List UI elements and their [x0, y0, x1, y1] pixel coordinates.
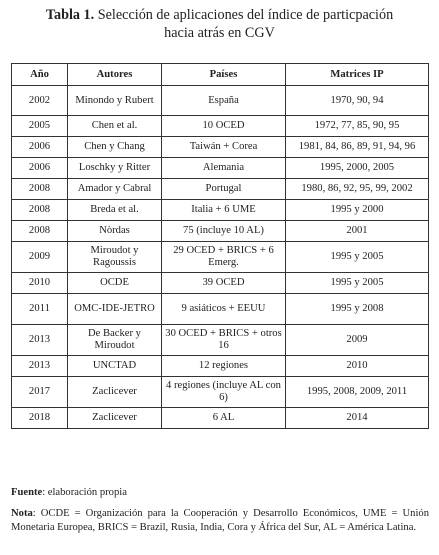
cell-year: 2013 — [11, 324, 68, 356]
cell-authors: Zaclicever — [67, 407, 162, 429]
cell-year: 2005 — [11, 115, 68, 137]
cell-countries: Alemania — [161, 157, 286, 179]
note-text: : OCDE = Organización para la Cooperació… — [11, 508, 429, 533]
cell-authors: OCDE — [67, 272, 162, 294]
cell-countries: 75 (incluye 10 AL) — [161, 220, 286, 242]
cell-authors: UNCTAD — [67, 355, 162, 377]
cell-year: 2008 — [11, 220, 68, 242]
cell-authors: Minondo y Rubert — [67, 85, 162, 116]
source-note: Fuente: elaboración propia — [11, 486, 429, 500]
header-matrices: Matrices IP — [285, 63, 429, 86]
cell-matrices: 2014 — [285, 407, 429, 429]
cell-countries: 6 AL — [161, 407, 286, 429]
note: Nota: OCDE = Organización para la Cooper… — [11, 507, 429, 535]
cell-matrices: 1972, 77, 85, 90, 95 — [285, 115, 429, 137]
cell-year: 2011 — [11, 293, 68, 325]
header-year: Año — [11, 63, 68, 86]
cell-matrices: 1995 y 2005 — [285, 272, 429, 294]
cell-year: 2017 — [11, 376, 68, 408]
table-row: 2013 UNCTAD 12 regiones 2010 — [11, 355, 429, 377]
table-row: 2008 Breda et al. Italia + 6 UME 1995 y 200… — [11, 199, 429, 221]
cell-authors: De Backer y Miroudot — [67, 324, 162, 356]
cell-matrices: 2009 — [285, 324, 429, 356]
table-caption: Tabla 1. Selección de aplicaciones del í… — [0, 6, 439, 42]
cell-countries: Italia + 6 UME — [161, 199, 286, 221]
cell-year: 2010 — [11, 272, 68, 294]
cell-authors: Zaclicever — [67, 376, 162, 408]
cell-year: 2002 — [11, 85, 68, 116]
cell-authors: Breda et al. — [67, 199, 162, 221]
cell-countries: 29 OCED + BRICS + 6 Emerg. — [161, 241, 286, 273]
header-countries: Países — [161, 63, 286, 86]
table-row: 2018 Zaclicever 6 AL 2014 — [11, 407, 429, 429]
cell-countries: 39 OCED — [161, 272, 286, 294]
table-body: 2002 Minondo y Rubert España 1970, 90, 94 20… — [11, 85, 429, 429]
cell-matrices: 1995, 2000, 2005 — [285, 157, 429, 179]
caption-line-2: hacia atrás en CGV — [164, 25, 275, 41]
cell-authors: OMC-IDE-JETRO — [67, 293, 162, 325]
table-row: 2013 De Backer y Miroudot 30 OCED + BRICS … — [11, 324, 429, 356]
table-row: 2006 Chen y Chang Taiwán + Corea 1981, 84, … — [11, 136, 429, 158]
table-row: 2006 Loschky y Ritter Alemania 1995, 2000, … — [11, 157, 429, 179]
cell-matrices: 1980, 86, 92, 95, 99, 2002 — [285, 178, 429, 200]
cell-countries: España — [161, 85, 286, 116]
cell-matrices: 1970, 90, 94 — [285, 85, 429, 116]
cell-matrices: 2010 — [285, 355, 429, 377]
table-row: 2002 Minondo y Rubert España 1970, 90, 94 — [11, 85, 429, 116]
cell-matrices: 2001 — [285, 220, 429, 242]
cell-authors: Amador y Cabral — [67, 178, 162, 200]
caption-lead: Tabla 1. — [45, 7, 95, 23]
header-row: Año Autores Países Matrices IP — [11, 63, 429, 86]
cell-year: 2008 — [11, 178, 68, 200]
cell-countries: Portugal — [161, 178, 286, 200]
cell-authors: Loschky y Ritter — [67, 157, 162, 179]
cell-year: 2013 — [11, 355, 68, 377]
table-row: 2010 OCDE 39 OCED 1995 y 2005 — [11, 272, 429, 294]
cell-year: 2006 — [11, 157, 68, 179]
table-row: 2008 Amador y Cabral Portugal 1980, 86, 92,… — [11, 178, 429, 200]
source-label: Fuente — [11, 487, 43, 498]
cell-matrices: 1995 y 2008 — [285, 293, 429, 325]
table-row: 2005 Chen et al. 10 OCED 1972, 77, 85, 90, … — [11, 115, 429, 137]
cell-countries: 9 asiáticos + EEUU — [161, 293, 286, 325]
cell-matrices: 1995, 2008, 2009, 2011 — [285, 376, 429, 408]
cell-matrices: 1995 y 2000 — [285, 199, 429, 221]
cell-countries: Taiwán + Corea — [161, 136, 286, 158]
data-table: Año Autores Países Matrices IP 2002 Minon… — [11, 63, 429, 429]
cell-year: 2006 — [11, 136, 68, 158]
source-text: : elaboración propia — [42, 487, 127, 498]
table-row: 2009 Miroudot y Ragoussis 29 OCED + BRICS … — [11, 241, 429, 273]
cell-countries: 30 OCED + BRICS + otros 16 — [161, 324, 286, 356]
cell-authors: Nòrdas — [67, 220, 162, 242]
caption-text: Selección de aplicaciones del índice de … — [97, 7, 394, 23]
cell-matrices: 1981, 84, 86, 89, 91, 94, 96 — [285, 136, 429, 158]
table-row: 2017 Zaclicever 4 regiones (incluye AL con… — [11, 376, 429, 408]
cell-year: 2018 — [11, 407, 68, 429]
header-authors: Autores — [67, 63, 162, 86]
table-row: 2011 OMC-IDE-JETRO 9 asiáticos + EEUU 1995 … — [11, 293, 429, 325]
table-row: 2008 Nòrdas 75 (incluye 10 AL) 2001 — [11, 220, 429, 242]
cell-year: 2008 — [11, 199, 68, 221]
cell-matrices: 1995 y 2005 — [285, 241, 429, 273]
cell-countries: 12 regiones — [161, 355, 286, 377]
cell-authors: Chen et al. — [67, 115, 162, 137]
cell-year: 2009 — [11, 241, 68, 273]
cell-authors: Miroudot y Ragoussis — [67, 241, 162, 273]
cell-countries: 10 OCED — [161, 115, 286, 137]
notes: Fuente: elaboración propia Nota: OCDE = … — [11, 486, 429, 542]
note-label: Nota — [11, 508, 33, 519]
caption-line-1: Tabla 1. Selección de aplicaciones del í… — [0, 6, 439, 24]
cell-countries: 4 regiones (incluye AL con 6) — [161, 376, 286, 408]
cell-authors: Chen y Chang — [67, 136, 162, 158]
